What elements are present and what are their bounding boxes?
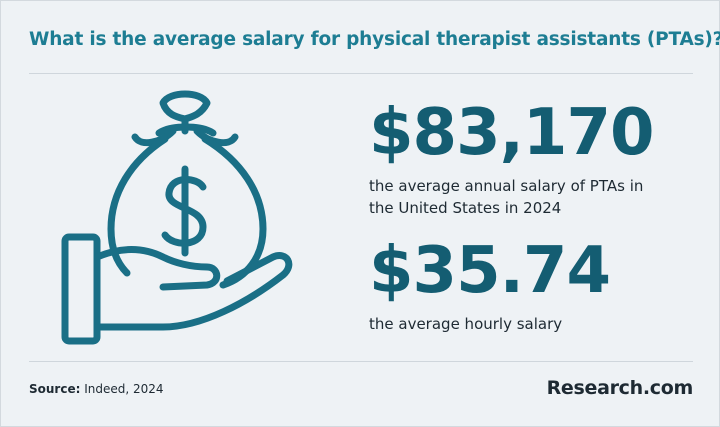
source-label: Source: [29,382,81,396]
stat-value: $35.74 [369,234,611,308]
stat-value: $83,170 [369,96,654,170]
title: What is the average salary for physical … [29,29,720,50]
brand-logo: Research.com [546,377,694,399]
stat-description: the average hourly salary [369,315,563,333]
source-text: Indeed, 2024 [84,382,164,396]
source: Source: Indeed, 2024 [29,382,164,396]
divider [29,361,693,362]
stat-description: the average annual salary of PTAs in the… [369,177,644,217]
divider [29,73,693,74]
money-bag-icon [61,90,293,345]
